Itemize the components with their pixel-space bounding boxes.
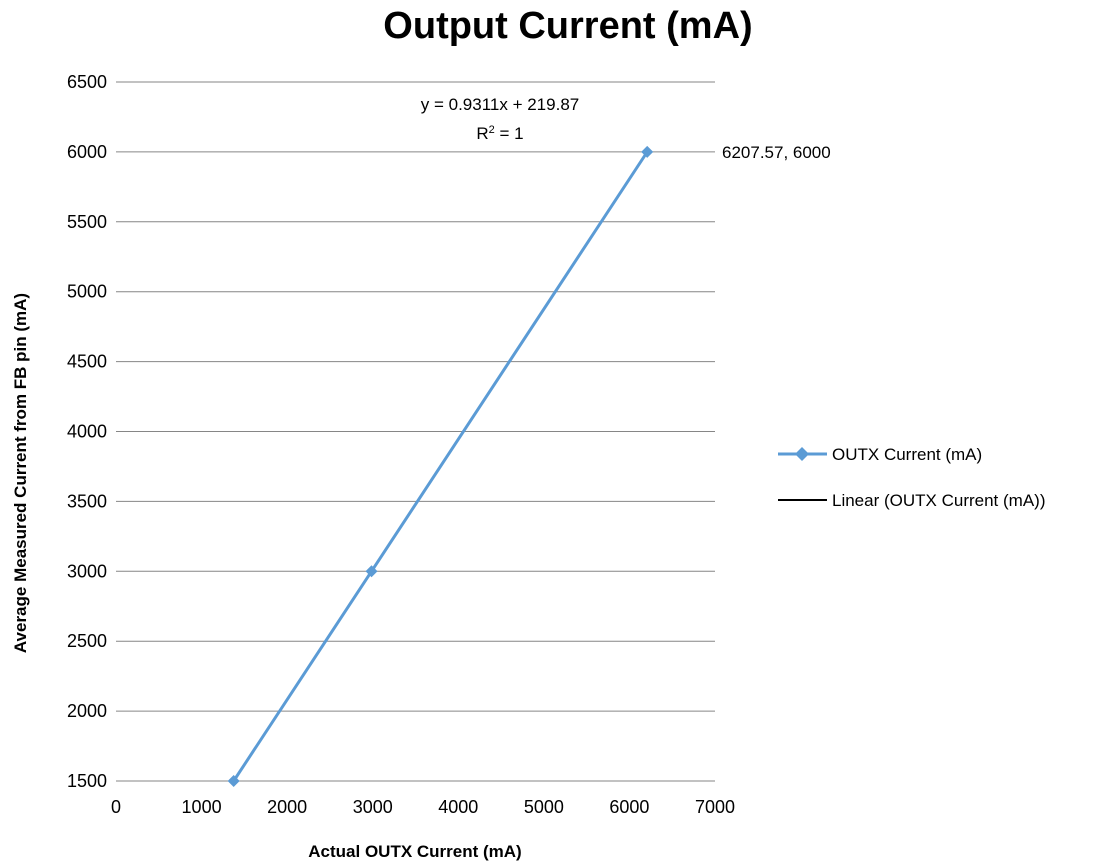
y-tick-label: 5000 bbox=[67, 282, 107, 302]
y-tick-label: 6000 bbox=[67, 142, 107, 162]
x-axis-label: Actual OUTX Current (mA) bbox=[308, 842, 521, 861]
legend-trendline-label: Linear (OUTX Current (mA)) bbox=[832, 491, 1045, 510]
x-tick-label: 3000 bbox=[353, 797, 393, 817]
data-point-marker bbox=[227, 775, 240, 787]
legend-series-marker bbox=[795, 447, 809, 461]
gridlines bbox=[116, 81, 715, 782]
trendline-r-squared: R2 = 1 bbox=[476, 124, 523, 143]
series-group bbox=[227, 145, 654, 787]
x-tick-label: 4000 bbox=[438, 797, 478, 817]
y-tick-label: 4000 bbox=[67, 422, 107, 442]
y-tick-labels: 1500 2000 2500 3000 3500 4000 4500 5000 5500 6000… bbox=[67, 72, 107, 791]
x-tick-label: 5000 bbox=[524, 797, 564, 817]
data-point-marker bbox=[365, 565, 378, 578]
y-tick-label: 2000 bbox=[67, 701, 107, 721]
y-tick-label: 3000 bbox=[67, 561, 107, 581]
x-tick-labels: 0 1000 2000 3000 4000 5000 6000 7000 bbox=[111, 797, 735, 817]
series-line bbox=[232, 151, 649, 782]
y-tick-label: 5500 bbox=[67, 212, 107, 232]
y-axis-label: Average Measured Current from FB pin (mA… bbox=[11, 293, 30, 653]
x-tick-label: 6000 bbox=[609, 797, 649, 817]
x-tick-label: 0 bbox=[111, 797, 121, 817]
x-tick-label: 2000 bbox=[267, 797, 307, 817]
y-tick-label: 2500 bbox=[67, 631, 107, 651]
y-tick-label: 4500 bbox=[67, 352, 107, 372]
x-tick-label: 1000 bbox=[182, 797, 222, 817]
data-point-marker bbox=[641, 145, 654, 158]
trendline-equation: y = 0.9311x + 219.87 bbox=[421, 95, 579, 114]
data-label: 6207.57, 6000 bbox=[722, 143, 831, 162]
legend: OUTX Current (mA) Linear (OUTX Current (… bbox=[778, 445, 1045, 510]
legend-series-label: OUTX Current (mA) bbox=[832, 445, 982, 464]
y-tick-label: 6500 bbox=[67, 72, 107, 92]
y-tick-label: 3500 bbox=[67, 491, 107, 511]
y-tick-label: 1500 bbox=[67, 771, 107, 791]
chart-title: Output Current (mA) bbox=[383, 5, 752, 47]
x-tick-label: 7000 bbox=[695, 797, 735, 817]
